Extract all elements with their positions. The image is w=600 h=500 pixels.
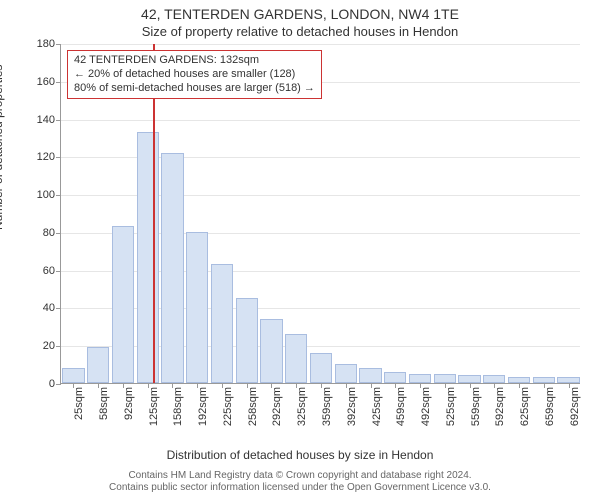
histogram-bar (434, 374, 456, 383)
x-tick-label: 692sqm (569, 383, 581, 426)
x-tick-label: 625sqm (519, 383, 531, 426)
x-tick-label: 492sqm (420, 383, 432, 426)
histogram-bar (384, 372, 406, 383)
y-tick-label: 120 (37, 151, 61, 163)
x-tick-label: 525sqm (445, 383, 457, 426)
x-tick-label: 192sqm (197, 383, 209, 426)
gridline (61, 44, 580, 45)
x-tick-label: 25sqm (73, 383, 85, 420)
x-tick-label: 92sqm (123, 383, 135, 420)
histogram-bar (137, 132, 159, 383)
info-box-line: 42 TENTERDEN GARDENS: 132sqm (74, 54, 315, 68)
histogram-bar (161, 153, 183, 383)
info-box: 42 TENTERDEN GARDENS: 132sqm← 20% of det… (67, 50, 322, 99)
histogram-bar (186, 232, 208, 383)
histogram-bar (335, 364, 357, 383)
histogram-bar (458, 375, 480, 383)
x-tick-label: 325sqm (296, 383, 308, 426)
x-axis-label: Distribution of detached houses by size … (0, 448, 600, 462)
footer-line-1: Contains HM Land Registry data © Crown c… (0, 470, 600, 482)
x-tick-label: 459sqm (395, 383, 407, 426)
y-tick-label: 80 (43, 227, 61, 239)
y-tick-label: 180 (37, 38, 61, 50)
y-tick-label: 40 (43, 302, 61, 314)
y-tick-label: 100 (37, 189, 61, 201)
histogram-bar (112, 226, 134, 383)
x-tick-label: 158sqm (172, 383, 184, 426)
histogram-bar (211, 264, 233, 383)
x-tick-label: 392sqm (346, 383, 358, 426)
y-tick-label: 0 (49, 378, 61, 390)
chart-title-main: 42, TENTERDEN GARDENS, LONDON, NW4 1TE (0, 6, 600, 22)
histogram-bar (483, 375, 505, 383)
histogram-bar (310, 353, 332, 383)
x-tick-label: 292sqm (271, 383, 283, 426)
x-tick-label: 125sqm (148, 383, 160, 426)
y-tick-label: 160 (37, 76, 61, 88)
x-tick-label: 592sqm (494, 383, 506, 426)
histogram-bar (260, 319, 282, 383)
histogram-bar (359, 368, 381, 383)
y-tick-label: 20 (43, 340, 61, 352)
chart-title-sub: Size of property relative to detached ho… (0, 24, 600, 39)
x-tick-label: 559sqm (470, 383, 482, 426)
info-box-line: ← 20% of detached houses are smaller (12… (74, 68, 315, 82)
y-tick-label: 60 (43, 265, 61, 277)
x-tick-label: 425sqm (371, 383, 383, 426)
histogram-bar (62, 368, 84, 383)
x-tick-label: 58sqm (98, 383, 110, 420)
x-tick-label: 659sqm (544, 383, 556, 426)
histogram-bar (236, 298, 258, 383)
y-tick-label: 140 (37, 114, 61, 126)
x-tick-label: 359sqm (321, 383, 333, 426)
info-box-line: 80% of semi-detached houses are larger (… (74, 82, 315, 96)
histogram-bar (409, 374, 431, 383)
footer-line-2: Contains public sector information licen… (0, 482, 600, 494)
histogram-bar (87, 347, 109, 383)
x-tick-label: 225sqm (222, 383, 234, 426)
histogram-bar (285, 334, 307, 383)
x-tick-label: 258sqm (247, 383, 259, 426)
y-axis-label: Number of detached properties (0, 65, 5, 230)
plot-area: 02040608010012014016018025sqm58sqm92sqm1… (60, 44, 580, 384)
gridline (61, 120, 580, 121)
attribution-footer: Contains HM Land Registry data © Crown c… (0, 470, 600, 494)
